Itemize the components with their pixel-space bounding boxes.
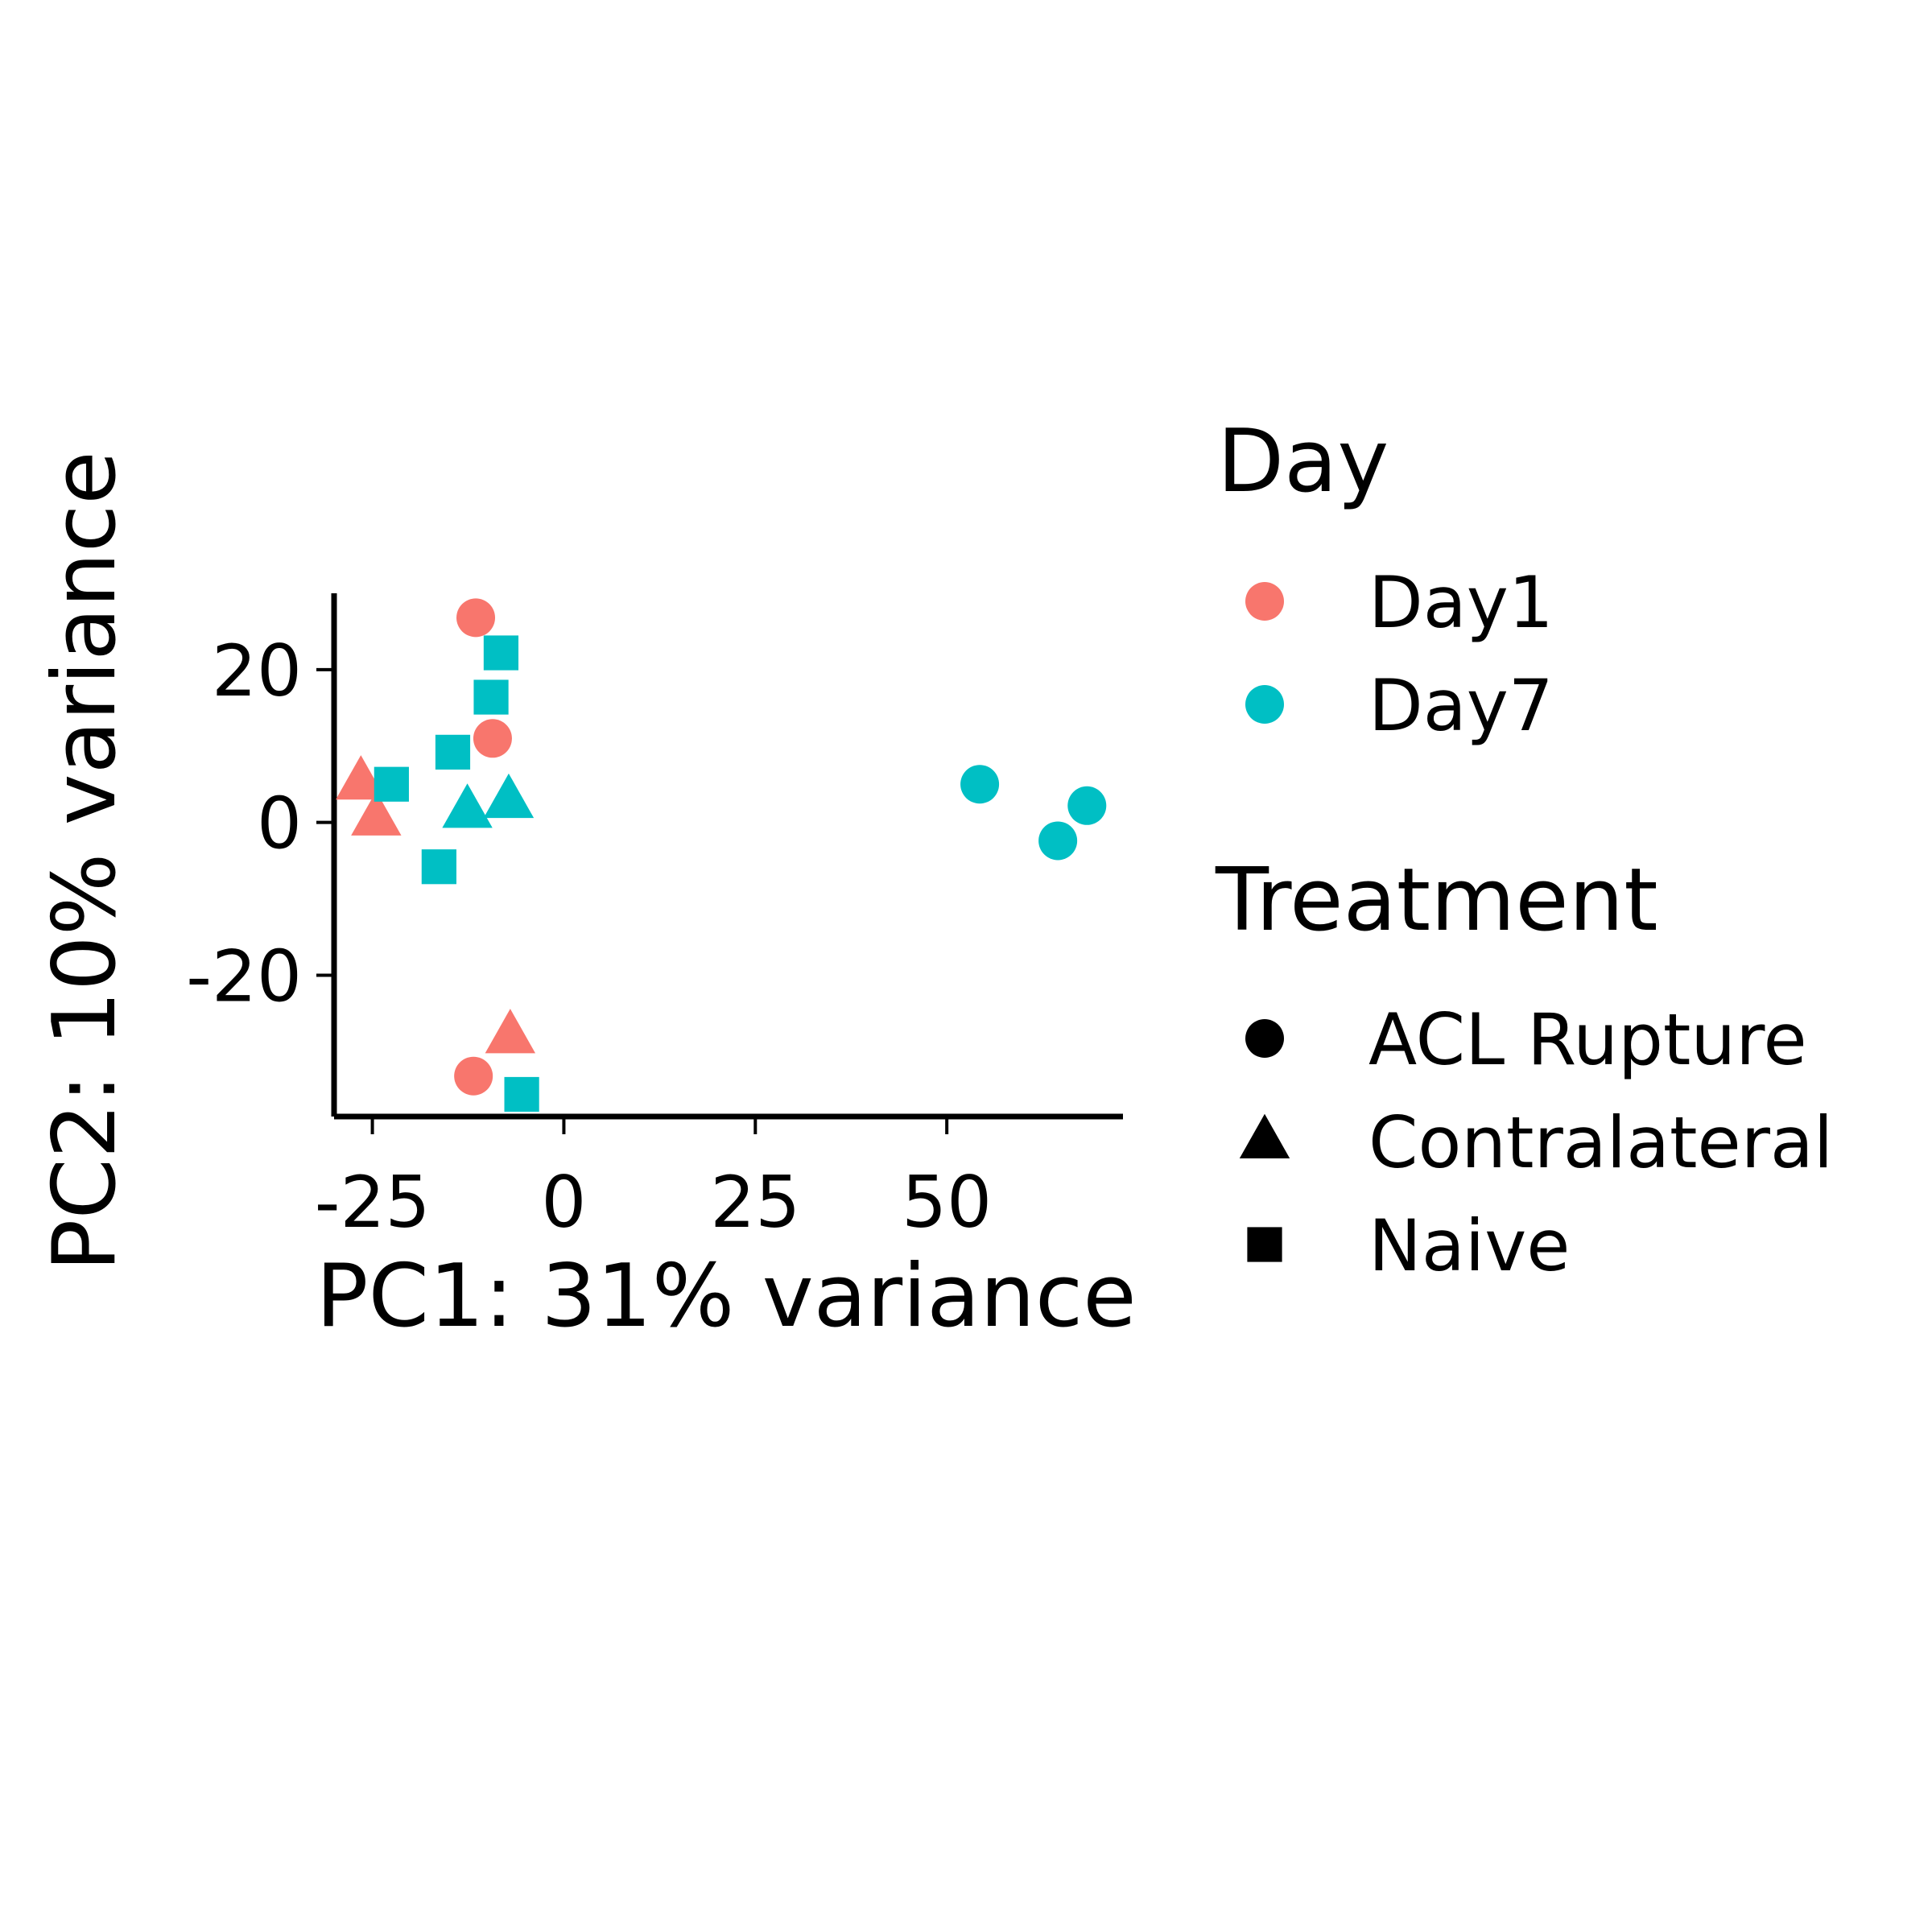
y-axis-ticks: -20 0 20 bbox=[186, 630, 334, 1018]
data-point-day7-naive bbox=[483, 635, 519, 671]
color-legend-entries: Day1 Day7 bbox=[1245, 561, 1554, 747]
legend-label-day1: Day1 bbox=[1368, 561, 1554, 644]
x-tick-label: 50 bbox=[902, 1161, 992, 1244]
color-legend-title: Day bbox=[1217, 411, 1389, 512]
shape-legend-title: Treatment bbox=[1215, 850, 1658, 951]
x-axis-title: PC1: 31% variance bbox=[316, 1246, 1136, 1347]
legend-key-day1 bbox=[1245, 582, 1284, 621]
data-point-day7-acl-rupture bbox=[1067, 786, 1107, 825]
legend-key-triangle bbox=[1239, 1113, 1290, 1158]
y-tick-label: 0 bbox=[257, 782, 302, 865]
legend-label-acl-rupture: ACL Rupture bbox=[1368, 998, 1807, 1081]
data-point-day7-acl-rupture bbox=[1038, 821, 1078, 861]
legend-label-contralateral: Contralateral bbox=[1368, 1101, 1833, 1184]
data-point-day1-acl-rupture bbox=[473, 719, 512, 758]
data-point-day1-acl-rupture bbox=[454, 1056, 493, 1096]
y-tick-label: -20 bbox=[186, 935, 302, 1018]
y-tick-label: 20 bbox=[212, 630, 302, 712]
data-point-day7-naive bbox=[374, 766, 409, 802]
y-axis-title: PC2: 10% variance bbox=[35, 451, 135, 1271]
data-point-day1-acl-rupture bbox=[456, 598, 496, 638]
x-tick-label: 25 bbox=[710, 1161, 800, 1244]
legend-key-square bbox=[1247, 1227, 1282, 1262]
legend-label-day7: Day7 bbox=[1368, 664, 1554, 747]
shape-legend-entries: ACL Rupture Contralateral Naive bbox=[1239, 998, 1833, 1287]
legend-key-circle bbox=[1245, 1019, 1284, 1058]
data-point-day7-contralateral bbox=[483, 773, 535, 819]
data-points bbox=[336, 598, 1107, 1113]
x-tick-label: -25 bbox=[315, 1161, 431, 1244]
data-point-day1-contralateral bbox=[336, 755, 386, 800]
x-axis-ticks: -25 0 25 50 bbox=[315, 1117, 992, 1244]
legend-key-day7 bbox=[1245, 685, 1284, 724]
plot-area: -25 0 25 50 -20 0 20 bbox=[186, 593, 1123, 1244]
data-point-day7-contralateral bbox=[442, 783, 493, 828]
data-point-day7-naive bbox=[421, 849, 456, 885]
data-point-day7-naive bbox=[435, 734, 471, 770]
data-point-day1-contralateral bbox=[485, 1009, 536, 1054]
legend: Day Day1 Day7 Treatment ACL Rupture Contra… bbox=[1215, 411, 1833, 1287]
data-point-day1-contralateral bbox=[351, 791, 402, 836]
legend-label-naive: Naive bbox=[1368, 1204, 1570, 1287]
data-point-day7-naive bbox=[473, 679, 509, 715]
x-tick-label: 0 bbox=[541, 1161, 586, 1244]
data-point-day7-naive bbox=[504, 1076, 539, 1113]
data-point-day7-acl-rupture bbox=[960, 765, 1000, 804]
